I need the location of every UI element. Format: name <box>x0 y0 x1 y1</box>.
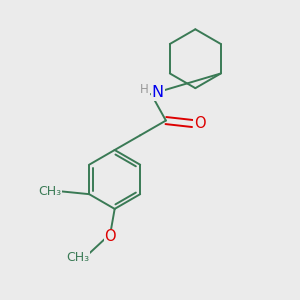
Text: N: N <box>152 85 164 100</box>
Text: CH₃: CH₃ <box>38 185 61 198</box>
Text: O: O <box>194 116 206 131</box>
Text: H: H <box>140 83 148 96</box>
Text: O: O <box>104 230 116 244</box>
Text: CH₃: CH₃ <box>66 251 89 264</box>
